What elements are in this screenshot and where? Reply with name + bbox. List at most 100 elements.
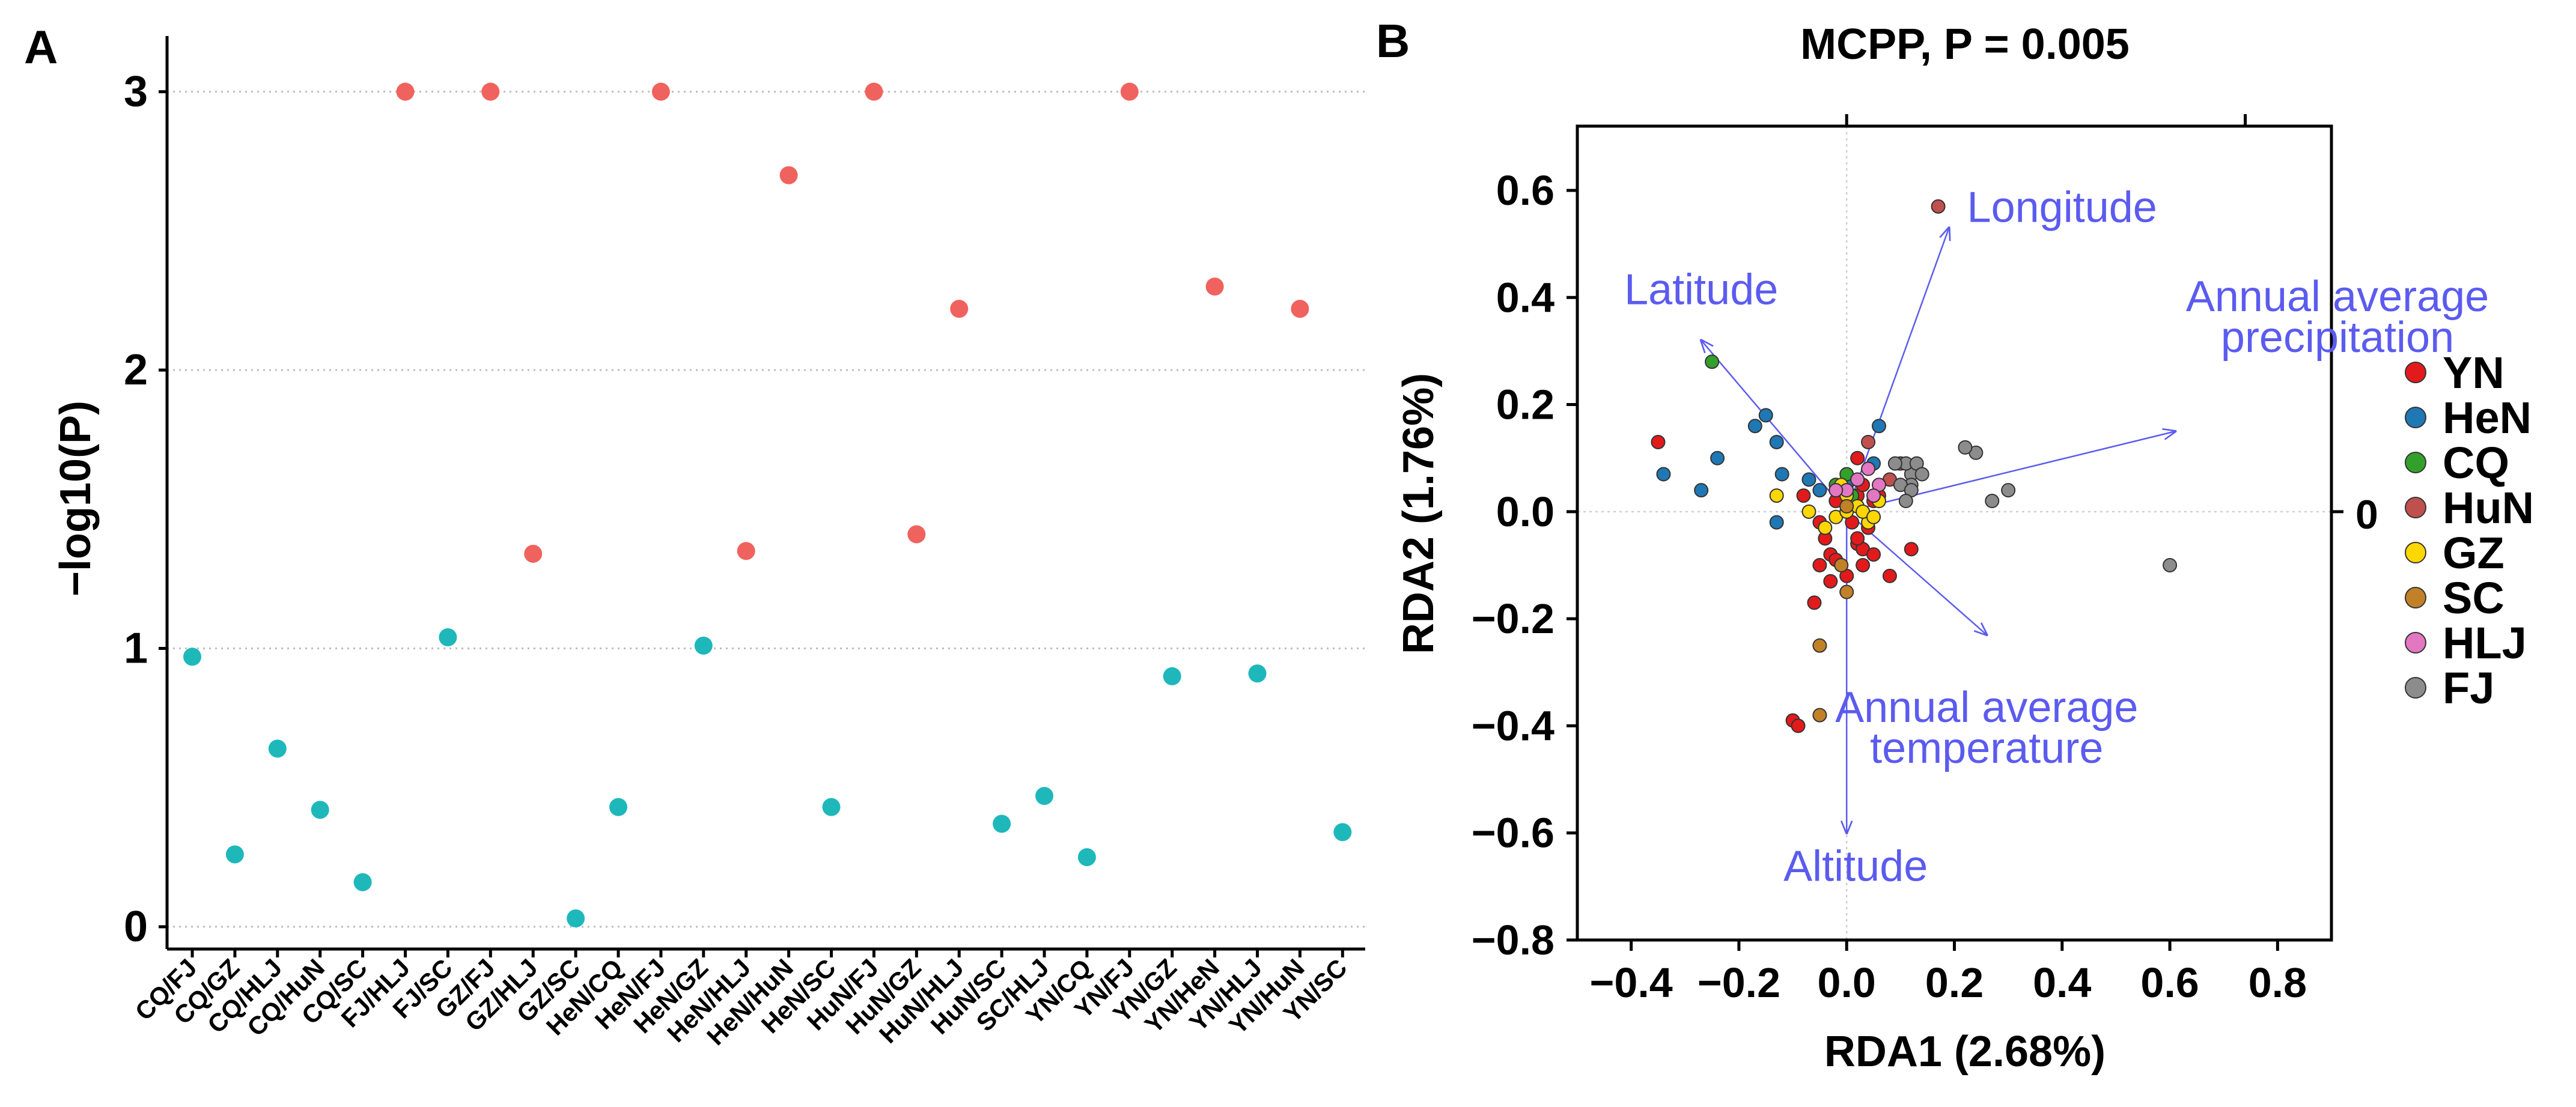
- point-fj-sc: [439, 628, 457, 646]
- point-hun: [1861, 434, 1876, 449]
- legend-label-cq: CQ: [2443, 438, 2509, 488]
- point-hlj: [1850, 472, 1865, 487]
- point-hlj: [1828, 483, 1844, 498]
- legend-marker-cq: [2405, 452, 2426, 473]
- point-hen: [1769, 515, 1784, 530]
- panel-b-points: [1651, 199, 2178, 733]
- point-hen-fj: [651, 82, 670, 101]
- panel-a-axes: [165, 36, 1365, 951]
- point-fj-hlj: [396, 82, 415, 101]
- point-yn: [1850, 450, 1865, 466]
- point-yn: [1882, 568, 1897, 583]
- point-sc: [1834, 557, 1849, 572]
- panel-b-right-axis-label: 0: [2355, 492, 2378, 538]
- panel-b-x-axis-label: RDA1 (2.68%): [1824, 1028, 2106, 1076]
- y-tick-label: 0.0: [1496, 488, 1554, 535]
- point-yn: [1904, 542, 1919, 557]
- legend-label-fj: FJ: [2443, 663, 2494, 713]
- point-hen: [1769, 434, 1784, 449]
- legend-marker-hun: [2405, 497, 2426, 518]
- y-tick-label: 0.4: [1496, 274, 1554, 321]
- point-yn-hen: [1205, 278, 1224, 296]
- x-tick-label: 0.2: [1925, 959, 1984, 1006]
- point-yn-gz: [1163, 667, 1181, 685]
- point-yn: [1791, 718, 1806, 733]
- panel-a-chart: 0 1 2 3 CQ/FJCQ/GZCQ/HLJCQ/HuNCQ/SCFJ/HLJFJ…: [52, 36, 1365, 1051]
- point-sc: [1812, 708, 1827, 723]
- arrow-label-latitude: Latitude: [1624, 266, 1778, 314]
- arrow-label-annual-average-precipitation: precipitation: [2221, 314, 2454, 362]
- point-yn: [1856, 557, 1871, 572]
- point-fj: [1887, 456, 1902, 471]
- y-tick-label: 2: [124, 346, 148, 394]
- legend-label-gz: GZ: [2443, 528, 2504, 578]
- y-tick-label: 0.6: [1496, 167, 1554, 214]
- panel-a-x-ticks: CQ/FJCQ/GZCQ/HLJCQ/HuNCQ/SCFJ/HLJFJ/SCGZ…: [130, 949, 1353, 1051]
- legend-label-hun: HuN: [2443, 483, 2534, 533]
- panel-a-gridlines: [167, 91, 1365, 928]
- point-fj: [1985, 494, 2000, 509]
- point-cq: [1705, 354, 1720, 369]
- point-yn-cq: [1077, 848, 1096, 867]
- point-hen-sc: [822, 798, 841, 816]
- point-hen: [1656, 467, 1671, 482]
- panel-b-axes: [1576, 114, 2343, 942]
- point-sc-hlj: [1035, 787, 1053, 805]
- x-tick-label: −0.2: [1698, 959, 1780, 1006]
- point-hen: [1747, 419, 1762, 434]
- legend-marker-hlj: [2405, 632, 2426, 654]
- y-tick-label: 0.2: [1496, 381, 1554, 428]
- point-hen: [1812, 483, 1827, 498]
- point-yn: [1850, 531, 1865, 546]
- panel-b-y-ticks: −0.8 −0.6 −0.4 −0.2 0.0 0.2 0.4 0.6: [1472, 167, 1577, 963]
- y-tick-label: 3: [124, 68, 148, 116]
- point-sc: [1839, 499, 1854, 514]
- y-tick-label: 0: [124, 903, 148, 951]
- point-hun: [1931, 199, 1946, 214]
- point-yn-fj: [1120, 82, 1139, 101]
- point-fj: [2163, 557, 2178, 572]
- point-yn: [1823, 574, 1838, 589]
- x-tick-label: 0.4: [2033, 959, 2091, 1006]
- point-fj: [1958, 440, 1973, 455]
- legend-marker-hen: [2405, 407, 2426, 428]
- arrow-latitude: [1701, 341, 1848, 512]
- point-gz: [1866, 509, 1881, 524]
- point-gz-hlj: [524, 544, 543, 563]
- legend-label-hlj: HLJ: [2443, 618, 2527, 668]
- panel-b-y-axis-label: RDA2 (1.76%): [1395, 373, 1443, 654]
- panel-a-label: A: [24, 20, 58, 73]
- point-hlj: [1866, 488, 1881, 503]
- point-yn: [1807, 595, 1822, 610]
- x-tick-label: 0.6: [2140, 959, 2199, 1006]
- point-hen: [1694, 483, 1709, 498]
- point-cq-hun: [311, 801, 329, 819]
- x-tick-label: 0.0: [1818, 959, 1876, 1006]
- point-yn-sc: [1333, 823, 1352, 842]
- point-fj: [2001, 483, 2016, 498]
- point-gz: [1818, 520, 1833, 535]
- legend-marker-sc: [2405, 587, 2426, 608]
- legend-label-sc: SC: [2443, 573, 2504, 623]
- panel-a-y-axis-label: −log10(P): [52, 401, 100, 596]
- y-tick-label: −0.2: [1472, 595, 1554, 642]
- point-gz-sc: [567, 909, 585, 928]
- arrow-label-altitude: Altitude: [1783, 843, 1928, 891]
- y-tick-label: −0.4: [1472, 702, 1554, 749]
- y-tick-label: −0.6: [1472, 810, 1554, 857]
- point-yn: [1866, 547, 1881, 562]
- x-tick-label: 0.8: [2249, 959, 2307, 1006]
- point-hlj: [1861, 461, 1876, 476]
- legend-marker-gz: [2405, 542, 2426, 563]
- point-yn-hlj: [1248, 664, 1267, 683]
- point-hun-sc: [993, 814, 1011, 833]
- arrow-label-longitude: Longitude: [1967, 183, 2157, 231]
- point-hun-gz: [907, 525, 926, 544]
- y-tick-label: 1: [124, 625, 148, 673]
- legend-label-yn: YN: [2443, 348, 2504, 398]
- point-yn: [1812, 557, 1827, 572]
- arrow-annual-average-precipitation: [1846, 431, 2175, 513]
- arrow-label-annual-average-precipitation: Annual average: [2186, 273, 2489, 321]
- point-cq-sc: [353, 873, 372, 891]
